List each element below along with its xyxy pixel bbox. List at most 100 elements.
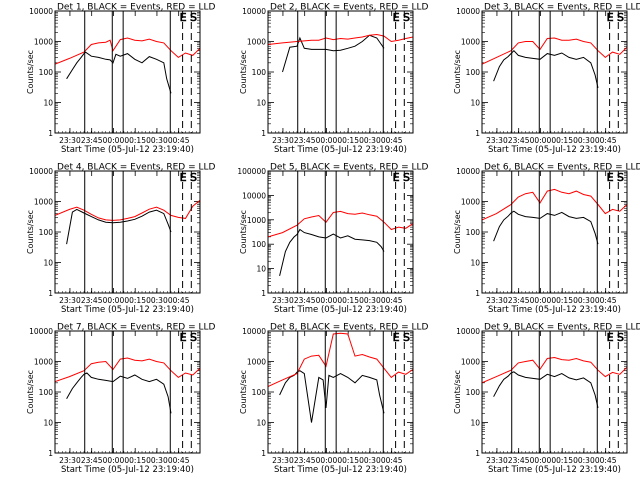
x-tick-label: 23:30 <box>272 296 294 305</box>
panel-title: Det 3, BLACK = Events, RED = LLD <box>484 3 640 13</box>
x-tick-label: 23:45 <box>294 456 316 465</box>
x-tick-label: 23:30 <box>486 456 508 465</box>
panel-data <box>482 37 627 89</box>
x-tick-label: 00:00 <box>103 456 125 465</box>
y-tick-label: 100 <box>466 228 481 237</box>
events-series-line <box>493 49 599 89</box>
panel-data <box>55 199 200 245</box>
events-series-line <box>282 34 385 73</box>
events-series-line <box>66 372 172 414</box>
panel-data <box>55 37 200 94</box>
x-axis-label: Start Time (05-Jul-12 23:19:40) <box>274 305 407 315</box>
y-tick-label: 1 <box>261 289 266 298</box>
x-axis-label: Start Time (05-Jul-12 23:19:40) <box>61 145 194 155</box>
event-letters: E S <box>607 11 624 24</box>
event-letters: E S <box>607 171 624 184</box>
plot-frame <box>481 170 628 294</box>
plot-frame <box>54 330 201 454</box>
x-tick-label: 23:30 <box>486 136 508 145</box>
panel-title: Det 2, BLACK = Events, RED = LLD <box>270 3 429 13</box>
x-tick-label: 23:30 <box>59 296 81 305</box>
x-tick-label: 00:45 <box>595 136 617 145</box>
events-series-line <box>493 210 599 245</box>
y-axis-label: Counts/sec <box>453 210 462 254</box>
y-tick-label: 100 <box>252 388 267 397</box>
y-tick-label: 100000 <box>237 167 266 176</box>
y-tick-label: 1000 <box>461 198 480 207</box>
x-tick-label: 00:30 <box>146 296 168 305</box>
x-tick-label: 00:00 <box>103 296 125 305</box>
x-tick-label: 23:45 <box>508 296 530 305</box>
y-tick-label: 1000 <box>247 38 266 47</box>
x-tick-label: 23:45 <box>508 456 530 465</box>
y-tick-label: 10 <box>470 99 480 108</box>
x-tick-label: 00:15 <box>337 296 359 305</box>
detector-panel-7: Det 7, BLACK = Events, RED = LLD 1 10 100 10… <box>26 323 216 476</box>
x-tick-label: 00:30 <box>359 296 381 305</box>
plot-frame <box>267 170 414 294</box>
x-tick-label: 23:45 <box>294 136 316 145</box>
y-axis-label: Counts/sec <box>239 50 248 94</box>
x-tick-label: 00:15 <box>551 136 573 145</box>
y-tick-label: 100 <box>466 388 481 397</box>
y-tick-label: 1000 <box>461 38 480 47</box>
x-tick-label: 00:00 <box>316 136 338 145</box>
y-tick-label: 1000 <box>34 198 53 207</box>
plot-frame <box>481 10 628 134</box>
panel-title: Det 7, BLACK = Events, RED = LLD <box>57 323 216 333</box>
x-tick-label: 00:45 <box>168 296 190 305</box>
x-tick-label: 00:15 <box>124 296 146 305</box>
x-tick-label: 00:15 <box>551 296 573 305</box>
x-tick-label: 00:00 <box>530 456 552 465</box>
x-tick-label: 00:30 <box>146 136 168 145</box>
x-tick-label: 00:00 <box>316 456 338 465</box>
x-tick-label: 00:30 <box>573 456 595 465</box>
x-tick-label: 00:45 <box>381 456 403 465</box>
y-tick-label: 10000 <box>242 7 266 16</box>
x-tick-label: 23:45 <box>294 296 316 305</box>
events-series-line <box>279 370 385 423</box>
panel-data <box>268 332 413 423</box>
events-series-line <box>279 228 385 277</box>
detector-panel-6: Det 6, BLACK = Events, RED = LLD 1 10 100 10… <box>453 163 640 316</box>
y-tick-label: 10 <box>43 259 53 268</box>
x-tick-label: 00:45 <box>381 136 403 145</box>
x-tick-label: 00:45 <box>381 296 403 305</box>
x-axis-label: Start Time (05-Jul-12 23:19:40) <box>488 465 621 475</box>
detector-panel-4: Det 4, BLACK = Events, RED = LLD 1 10 100 10… <box>26 163 216 316</box>
event-letters: E S <box>180 11 197 24</box>
x-tick-label: 00:45 <box>168 136 190 145</box>
x-axis-label: Start Time (05-Jul-12 23:19:40) <box>61 465 194 475</box>
panel-title: Det 6, BLACK = Events, RED = LLD <box>484 163 640 173</box>
x-tick-label: 00:30 <box>573 136 595 145</box>
panel-data <box>55 357 200 414</box>
x-tick-label: 23:30 <box>59 136 81 145</box>
x-tick-label: 23:45 <box>81 296 103 305</box>
x-tick-label: 00:45 <box>595 456 617 465</box>
x-axis-label: Start Time (05-Jul-12 23:19:40) <box>488 145 621 155</box>
x-tick-label: 23:30 <box>59 456 81 465</box>
x-tick-label: 00:30 <box>359 456 381 465</box>
event-letters: E S <box>607 331 624 344</box>
lld-series-line <box>55 199 200 221</box>
y-tick-label: 100 <box>39 388 54 397</box>
events-series-line <box>493 371 599 409</box>
event-letters: E S <box>393 11 410 24</box>
y-tick-label: 10000 <box>242 191 266 200</box>
y-tick-label: 1000 <box>34 358 53 367</box>
y-tick-label: 1000 <box>247 216 266 225</box>
x-axis-label: Start Time (05-Jul-12 23:19:40) <box>274 145 407 155</box>
x-tick-label: 00:00 <box>530 136 552 145</box>
event-letters: E S <box>393 331 410 344</box>
x-tick-label: 00:00 <box>530 296 552 305</box>
lld-series-line <box>482 37 627 65</box>
lld-series-line <box>268 33 413 45</box>
plot-frame <box>54 170 201 294</box>
y-tick-label: 10 <box>43 99 53 108</box>
panel-data <box>268 210 413 277</box>
lld-series-line <box>268 332 413 388</box>
lld-series-line <box>55 357 200 383</box>
y-tick-label: 10000 <box>29 167 53 176</box>
panel-title: Det 1, BLACK = Events, RED = LLD <box>57 3 216 13</box>
x-tick-label: 23:30 <box>272 136 294 145</box>
